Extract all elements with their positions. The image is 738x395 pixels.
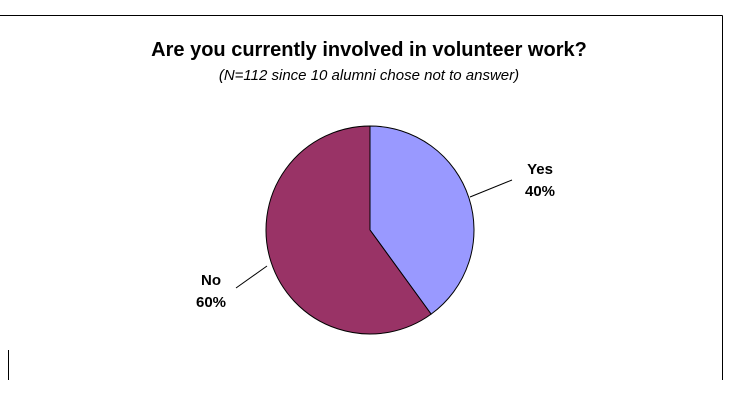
slice-value-no: 60% <box>196 294 226 311</box>
pie-slice-no <box>265 125 432 335</box>
leader-lines <box>235 179 513 289</box>
leader-line-no <box>235 265 268 289</box>
chart-frame <box>0 15 723 380</box>
slice-value-yes: 40% <box>525 183 555 200</box>
chart-title: Are you currently involved in volunteer … <box>151 39 587 61</box>
pie-slice-yes <box>369 125 475 315</box>
pie-slices <box>265 125 475 335</box>
slice-label-no: No <box>201 272 221 289</box>
chart-subtitle: (N=112 since 10 alumni chose not to answ… <box>219 67 519 84</box>
slice-labels: Yes 40% No 60% <box>196 161 555 311</box>
leader-line-yes <box>469 179 513 198</box>
slice-label-yes: Yes <box>527 161 553 178</box>
